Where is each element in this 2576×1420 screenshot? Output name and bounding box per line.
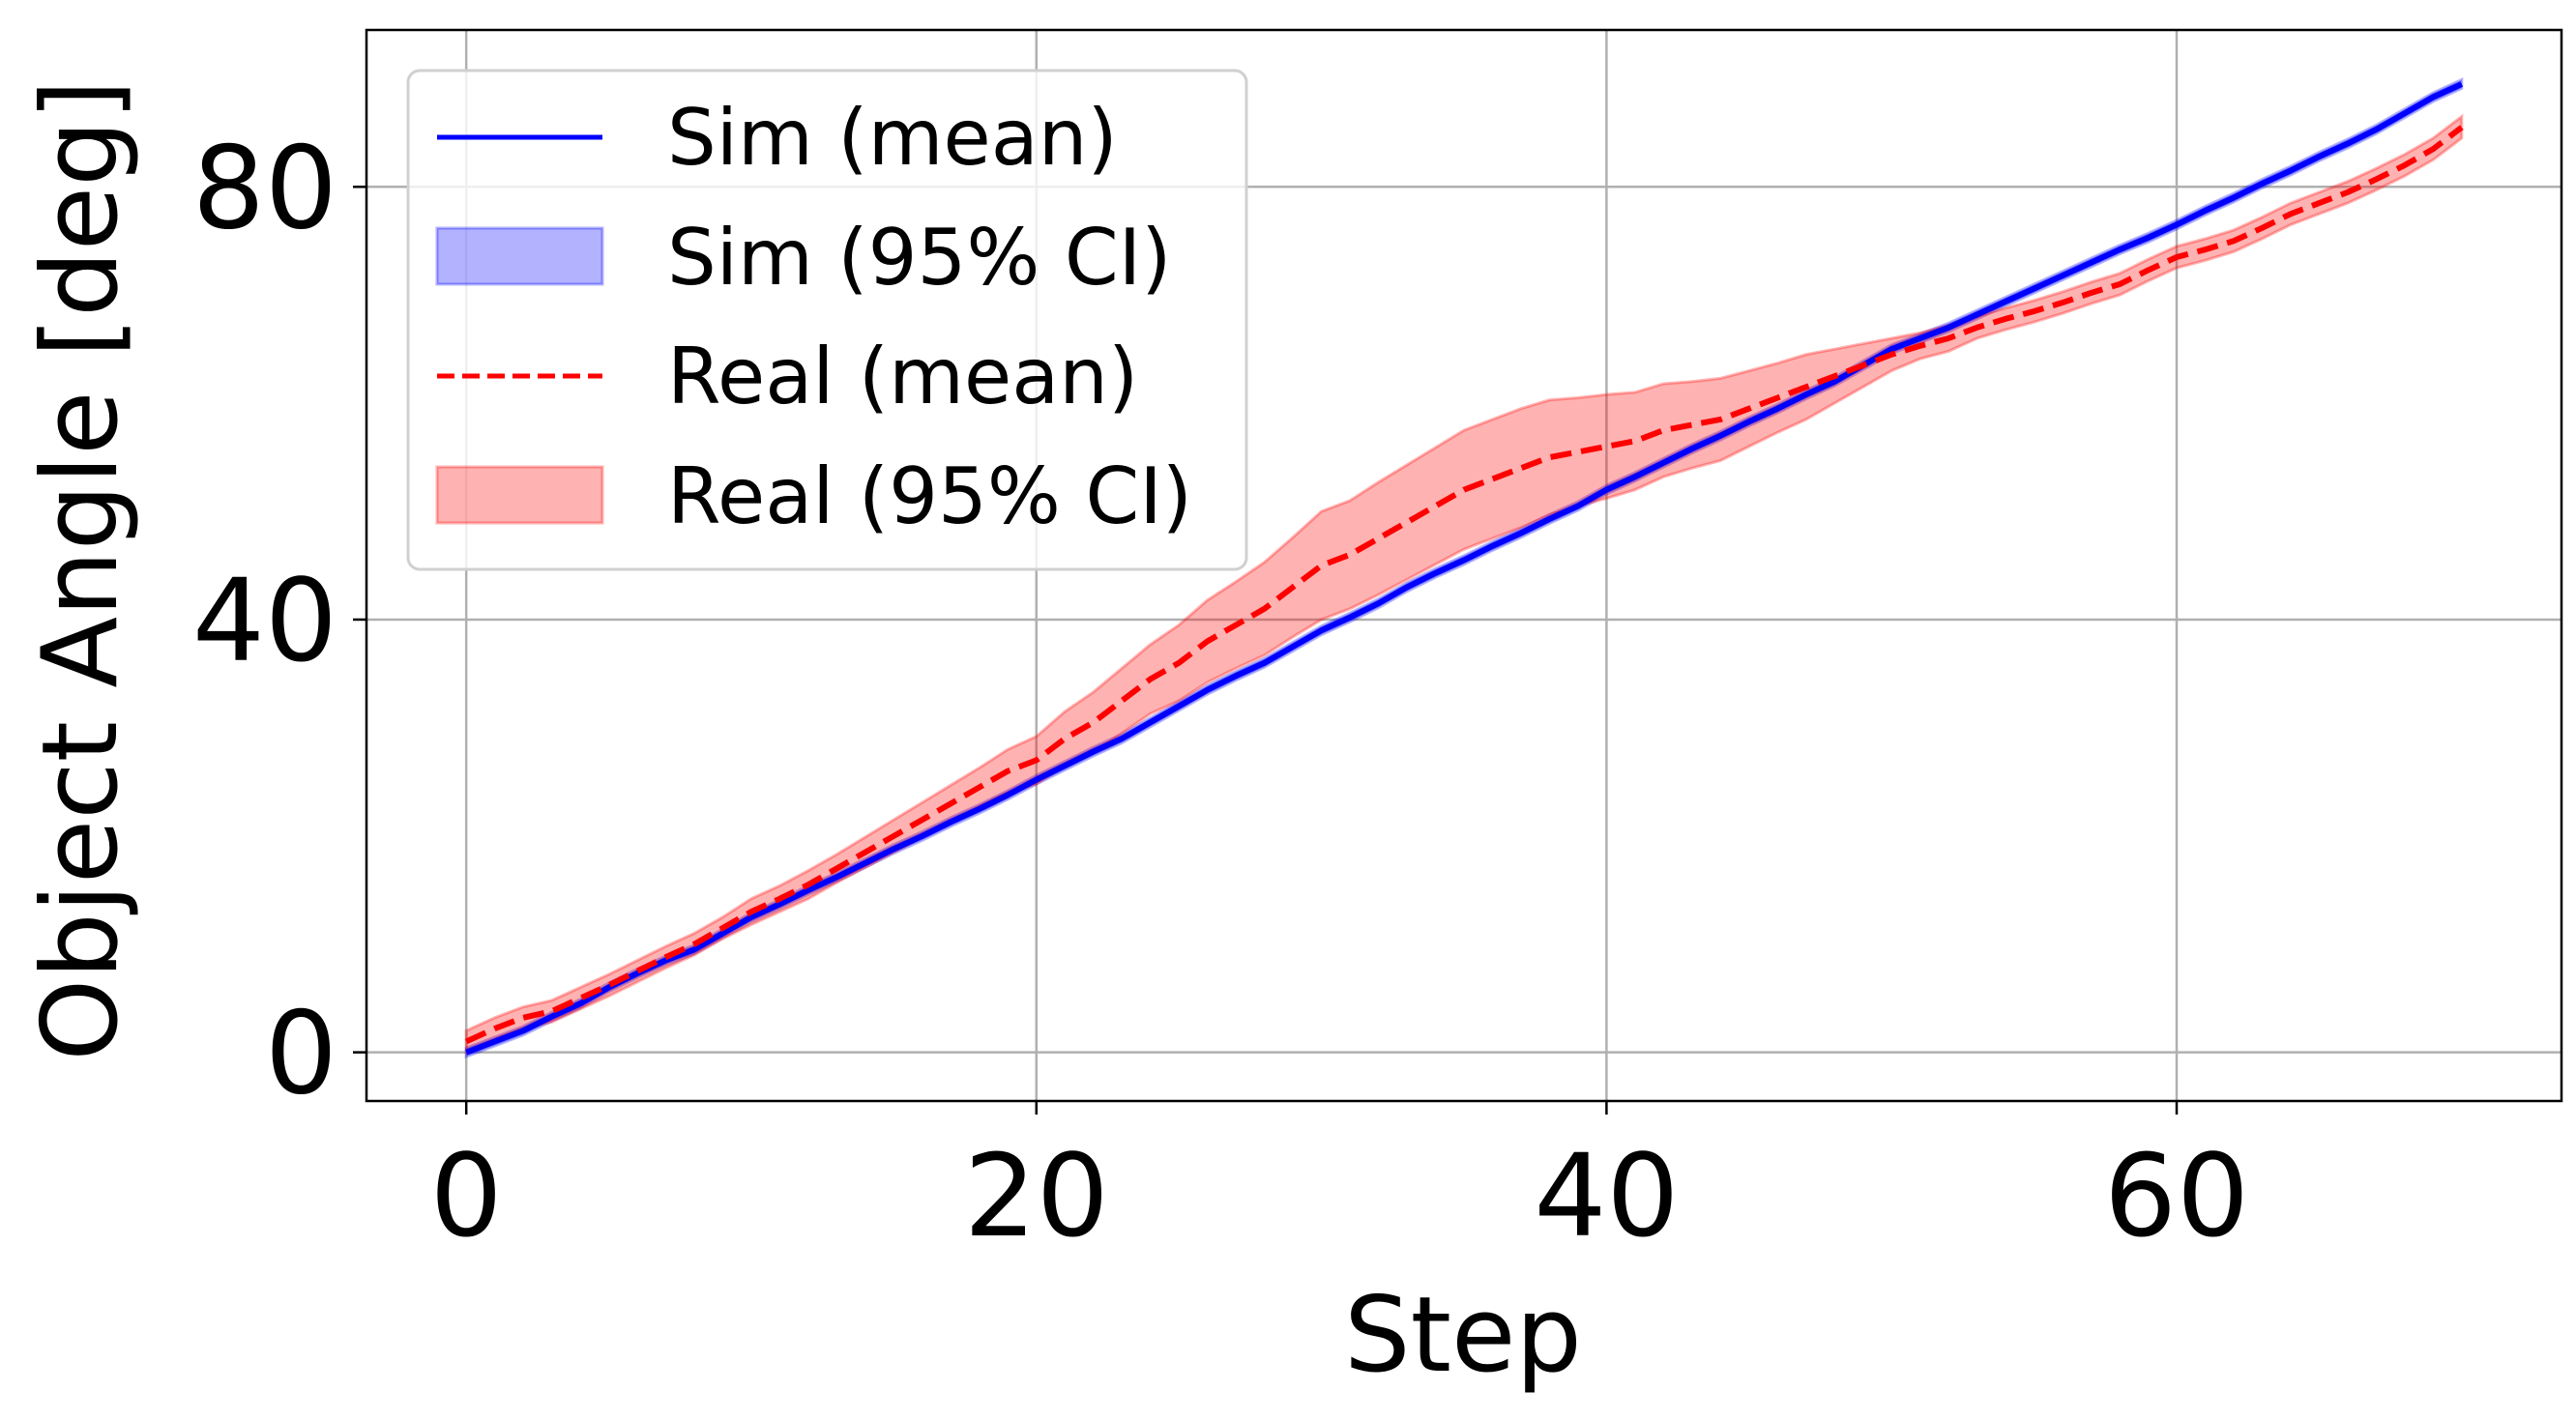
x-tick-label: 20 (964, 1129, 1109, 1262)
legend-label-real-mean: Real (mean) (667, 332, 1138, 421)
y-tick-label: 80 (192, 121, 337, 254)
y-tick-label: 40 (192, 554, 337, 687)
sim-mean-line (465, 81, 2464, 1056)
real-mean-line (464, 125, 2464, 1045)
legend-label-sim-mean: Sim (mean) (667, 93, 1118, 183)
ticks: 0 20 40 60 0 40 80 (192, 121, 2249, 1262)
y-tick-label: 0 (265, 987, 337, 1120)
x-tick-label: 60 (2104, 1129, 2249, 1262)
x-axis-label: Step (1344, 1275, 1582, 1396)
series-lines (464, 81, 2464, 1056)
x-tick-label: 40 (1534, 1129, 1679, 1262)
legend-label-sim-ci: Sim (95% CI) (667, 213, 1171, 303)
legend-label-real-ci: Real (95% CI) (667, 451, 1192, 541)
legend-handle-real-ci (435, 465, 604, 525)
x-tick-label: 0 (430, 1129, 503, 1262)
y-axis-label: Object Angle [deg] (20, 79, 141, 1061)
plot-frame (365, 28, 2563, 1103)
legend: Sim (mean) Sim (95% CI) Real (mean) Real… (406, 69, 1248, 571)
legend-handle-sim-ci (435, 226, 604, 286)
legend-box (406, 69, 1248, 571)
